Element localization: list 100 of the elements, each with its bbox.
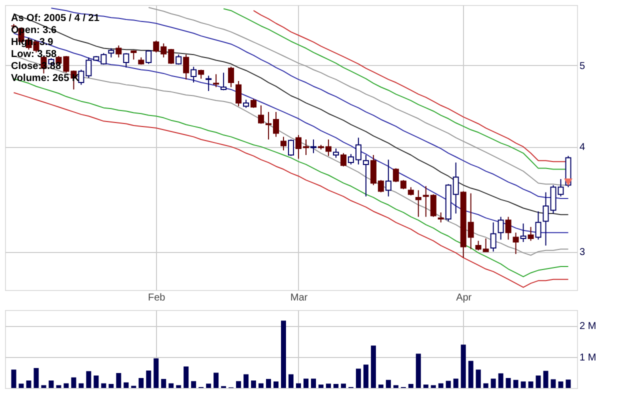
bar <box>340 384 346 388</box>
bar <box>266 378 272 388</box>
bar <box>206 384 212 388</box>
bar <box>64 383 69 388</box>
bar <box>378 384 384 388</box>
bar <box>108 384 114 388</box>
x-tick-label: Mar <box>290 292 308 304</box>
bar <box>476 370 481 388</box>
bar <box>363 364 368 388</box>
bar <box>251 380 256 388</box>
candlestick <box>280 136 287 151</box>
candlestick <box>206 75 212 92</box>
bar <box>566 380 571 388</box>
candlestick <box>310 138 316 154</box>
bar <box>408 384 414 388</box>
candlestick <box>183 54 190 80</box>
candlestick <box>415 190 422 218</box>
candlestick <box>108 48 114 58</box>
bar <box>176 385 182 388</box>
y-tick-label: 3 <box>580 247 586 258</box>
bar <box>386 380 391 388</box>
bar <box>513 380 518 388</box>
candlestick <box>220 72 227 91</box>
bar <box>506 378 511 388</box>
bar <box>214 372 219 388</box>
y-tick-label: 5 <box>580 60 586 72</box>
bar <box>303 378 308 388</box>
candlestick <box>490 222 496 252</box>
bar <box>288 374 294 388</box>
bar <box>393 385 398 388</box>
candlestick <box>512 232 519 255</box>
candlestick <box>505 216 512 240</box>
y-tick-label: 1 M <box>580 352 596 364</box>
bar <box>34 368 39 388</box>
bar <box>490 378 496 388</box>
candlestick <box>228 66 234 88</box>
y-tick-label: 4 <box>580 142 586 154</box>
bar <box>281 320 286 388</box>
candlestick <box>385 159 392 197</box>
bar <box>536 376 541 388</box>
candlestick <box>498 216 504 240</box>
bar <box>416 354 421 388</box>
candlestick <box>146 50 152 64</box>
bar <box>78 383 84 388</box>
x-tick-label: Apr <box>456 292 472 304</box>
bar <box>296 383 301 388</box>
bar <box>543 370 548 388</box>
bar <box>168 383 174 388</box>
bar <box>94 376 99 388</box>
bar <box>146 370 152 388</box>
bar <box>56 385 62 388</box>
bar <box>236 381 242 388</box>
bar <box>71 377 76 388</box>
candlestick <box>190 66 197 84</box>
bar <box>86 371 92 388</box>
bar <box>370 346 376 388</box>
bar <box>326 384 331 388</box>
bar <box>101 383 106 388</box>
bar <box>423 384 428 388</box>
candlestick <box>535 210 542 240</box>
bar <box>453 378 458 388</box>
bar <box>11 370 16 388</box>
bar <box>244 374 249 388</box>
bar <box>191 381 196 388</box>
bar <box>18 384 24 388</box>
candlestick <box>520 223 526 242</box>
bar <box>124 382 129 388</box>
bar <box>356 368 361 388</box>
x-tick-label: Feb <box>148 292 166 304</box>
y-tick-label: 2 M <box>580 321 596 332</box>
annotation: Low: 3.58 <box>11 49 58 60</box>
candlestick <box>528 226 534 242</box>
bar <box>48 380 54 388</box>
bar <box>438 383 444 388</box>
bar <box>333 384 338 388</box>
bar <box>520 381 526 388</box>
candlestick <box>236 80 242 107</box>
bar <box>258 383 264 388</box>
bar <box>550 379 556 388</box>
bar <box>161 378 166 388</box>
annotation: As Of: 2005 / 4 / 21 <box>11 13 100 24</box>
bar <box>154 358 159 388</box>
bar <box>430 385 436 388</box>
bar <box>41 385 46 388</box>
bar <box>483 383 488 388</box>
candlestick <box>362 154 369 197</box>
bar <box>274 381 279 388</box>
bar <box>498 373 504 388</box>
bar <box>184 366 189 388</box>
candlestick <box>438 212 444 223</box>
candlestick <box>340 152 346 167</box>
bar <box>310 378 316 388</box>
bar <box>26 380 32 388</box>
annotation: Volume: 265 K <box>11 73 80 84</box>
candlestick <box>123 52 130 68</box>
candlestick <box>288 138 294 156</box>
bar <box>460 344 466 388</box>
bar <box>318 384 324 388</box>
candlestick <box>213 74 220 88</box>
bar <box>528 381 534 388</box>
